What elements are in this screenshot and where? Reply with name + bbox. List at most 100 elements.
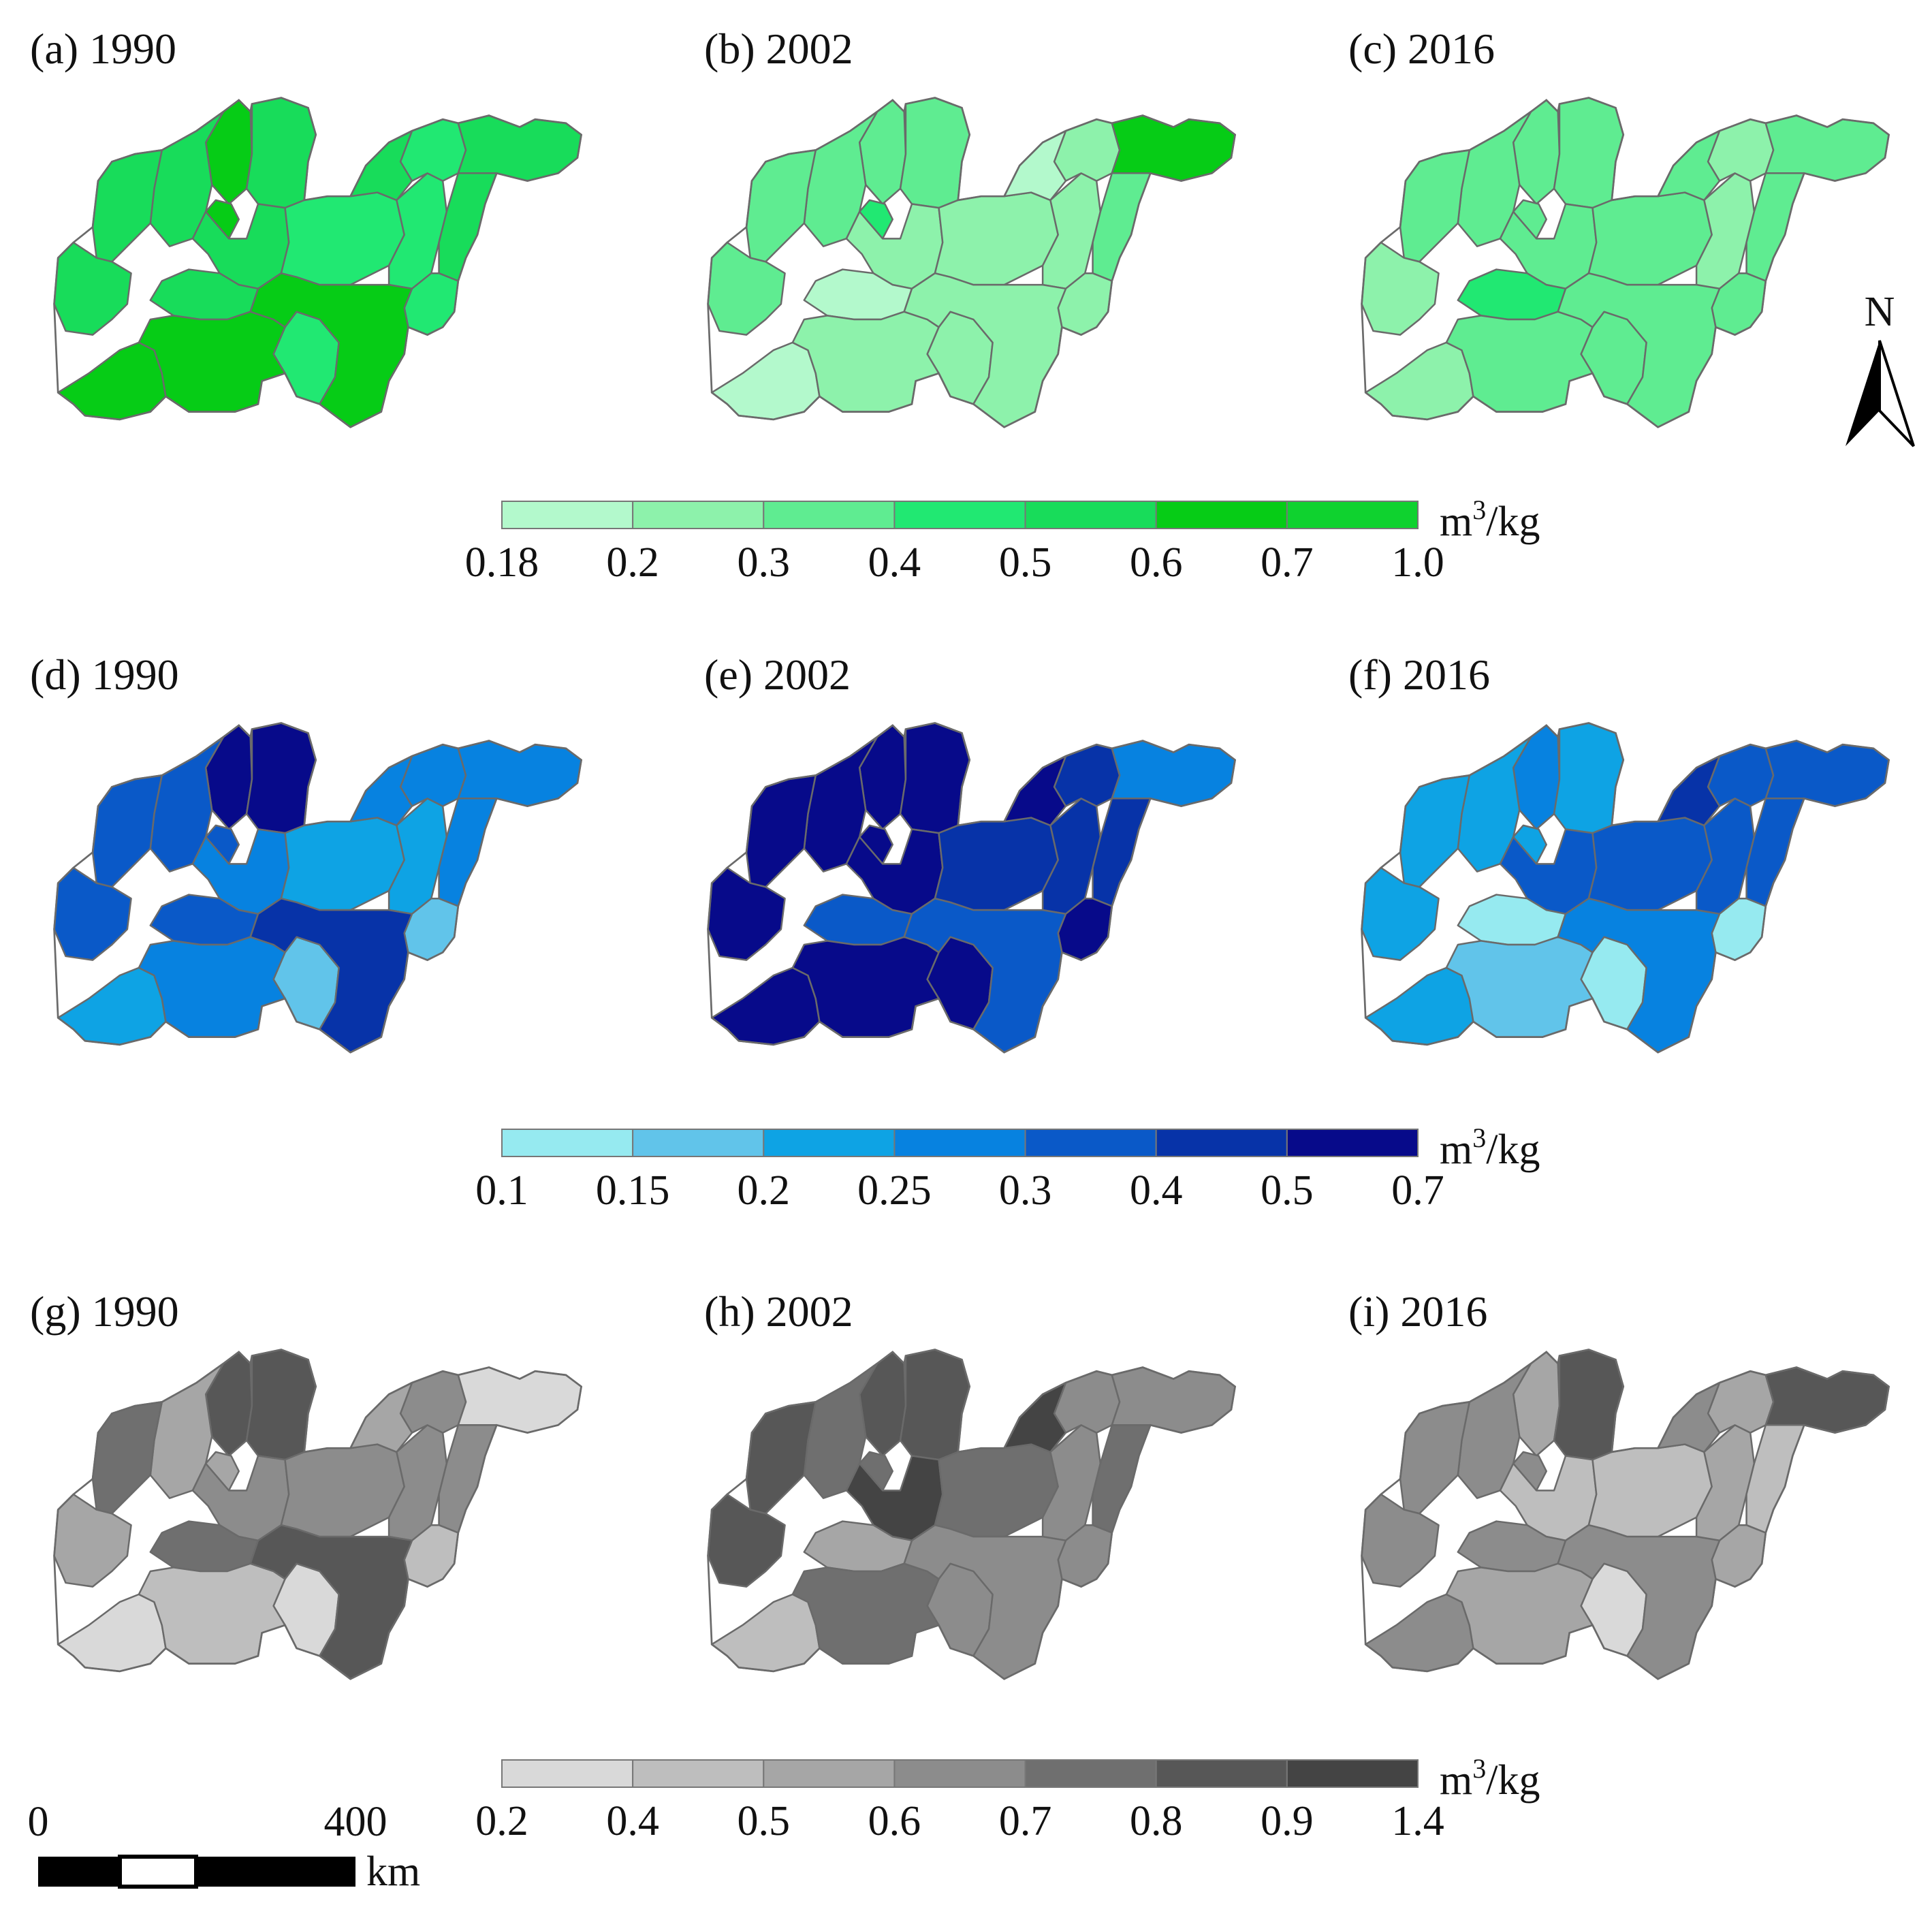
map-e-region-13 bbox=[1092, 798, 1152, 907]
map-b-region-1 bbox=[858, 99, 907, 205]
legend-green-swatch bbox=[632, 501, 765, 529]
legend-green-swatch bbox=[763, 501, 896, 529]
map-h-region-10 bbox=[1053, 1370, 1121, 1434]
map-c-region-11 bbox=[1657, 129, 1721, 202]
legend-blue-swatch bbox=[501, 1129, 634, 1157]
map-i-region-13 bbox=[1745, 1424, 1805, 1534]
map-b-region-5 bbox=[745, 149, 817, 263]
map-f-region-8 bbox=[1587, 817, 1713, 911]
map-i-region-5 bbox=[1399, 1401, 1470, 1515]
map-g-region-6 bbox=[53, 1493, 132, 1588]
legend-gray-swatch bbox=[1155, 1759, 1288, 1788]
map-d-region-5 bbox=[91, 774, 163, 888]
map-h-region-1 bbox=[858, 1351, 907, 1457]
scale-bar-segment-3 bbox=[196, 1857, 355, 1887]
map-e-outline bbox=[707, 722, 1237, 1054]
map-d-outline bbox=[53, 722, 583, 1054]
legend-gray-swatch bbox=[1286, 1759, 1419, 1788]
map-e-region-8 bbox=[934, 817, 1059, 911]
map-e-region-6 bbox=[707, 866, 786, 961]
map-g-region-10 bbox=[399, 1370, 467, 1434]
map-panel-label-f: (f) 2016 bbox=[1348, 650, 1490, 699]
map-f-region-6 bbox=[1361, 866, 1440, 961]
legend-gray: 0.2 0.4 0.5 0.6 0.7 0.8 0.9 1.4m3/kg bbox=[475, 1753, 1540, 1844]
legend-green-tick-label: 0.4 bbox=[868, 539, 921, 586]
legend-blue-swatch bbox=[632, 1129, 765, 1157]
map-i-region-10 bbox=[1707, 1370, 1775, 1434]
map-d-region-1 bbox=[204, 724, 253, 830]
legend-blue-tick-label: 0.5 bbox=[1261, 1167, 1314, 1214]
map-a-region-8 bbox=[280, 191, 405, 286]
map-e-region-1 bbox=[858, 724, 907, 830]
map-g-region-5 bbox=[91, 1401, 163, 1515]
legend-green-swatch bbox=[893, 501, 1026, 529]
map-panel-label-c: (c) 2016 bbox=[1348, 25, 1495, 73]
map-panel-g: (g) 1990 bbox=[30, 1287, 583, 1680]
map-d-region-6 bbox=[53, 866, 132, 961]
legend-blue-tick-label: 0.4 bbox=[1130, 1167, 1183, 1214]
map-c-region-12 bbox=[1764, 114, 1890, 182]
map-d-region-11 bbox=[349, 755, 413, 827]
legend-gray-swatch bbox=[893, 1759, 1026, 1788]
legend-blue-unit: m3/kg bbox=[1440, 1122, 1540, 1173]
map-d-region-17 bbox=[57, 966, 167, 1046]
legend-blue-tick-label: 0.2 bbox=[738, 1167, 791, 1214]
map-panel-h: (h) 2002 bbox=[704, 1287, 1237, 1680]
map-b-region-13 bbox=[1092, 172, 1152, 282]
map-f-region-17 bbox=[1364, 966, 1474, 1046]
scale-bar-start-label: 0 bbox=[28, 1799, 49, 1845]
map-g-region-8 bbox=[280, 1443, 405, 1538]
scale-bar: 0 400 km bbox=[28, 1799, 421, 1895]
legend-green-tick-label: 0.7 bbox=[1261, 539, 1314, 586]
legend-green-tick-label: 0.5 bbox=[999, 539, 1052, 586]
map-h-region-11 bbox=[1003, 1381, 1067, 1453]
legend-green-tick-label: 0.18 bbox=[465, 539, 539, 586]
map-panel-b: (b) 2002 bbox=[704, 25, 1237, 428]
legend-gray-tick-label: 0.7 bbox=[999, 1798, 1052, 1844]
legend-green-swatch bbox=[1286, 501, 1419, 529]
legend-blue-tick-label: 0.25 bbox=[857, 1167, 932, 1214]
map-a-region-17 bbox=[57, 341, 167, 421]
map-e-region-11 bbox=[1003, 755, 1067, 827]
map-g-region-13 bbox=[438, 1424, 498, 1534]
map-f-region-10 bbox=[1707, 743, 1775, 807]
legend-green-tick-label: 0.3 bbox=[738, 539, 791, 586]
legend-gray-swatch bbox=[1024, 1759, 1157, 1788]
map-h-region-13 bbox=[1092, 1424, 1152, 1534]
map-d-region-10 bbox=[399, 743, 467, 807]
map-panel-label-i: (i) 2016 bbox=[1348, 1287, 1487, 1336]
legend-blue-swatch bbox=[763, 1129, 896, 1157]
legend-blue-swatch bbox=[893, 1129, 1026, 1157]
map-b-region-12 bbox=[1111, 114, 1236, 182]
map-b-region-17 bbox=[710, 341, 821, 421]
map-panel-label-h: (h) 2002 bbox=[704, 1287, 853, 1336]
map-c-region-5 bbox=[1399, 149, 1470, 263]
map-panel-i: (i) 2016 bbox=[1348, 1287, 1890, 1680]
map-a bbox=[53, 97, 583, 428]
legend-gray-tick-label: 0.5 bbox=[738, 1798, 791, 1844]
map-a-region-1 bbox=[204, 99, 253, 205]
map-f-outline bbox=[1361, 722, 1890, 1054]
legend-blue-swatch bbox=[1155, 1129, 1288, 1157]
legend-green-swatch bbox=[501, 501, 634, 529]
map-h-region-6 bbox=[707, 1493, 786, 1588]
map-f bbox=[1361, 722, 1890, 1054]
map-g-region-1 bbox=[204, 1351, 253, 1457]
map-i-region-6 bbox=[1361, 1493, 1440, 1588]
map-h-outline bbox=[707, 1349, 1237, 1680]
map-g-region-17 bbox=[57, 1593, 167, 1673]
legend-blue: 0.1 0.15 0.2 0.25 0.3 0.4 0.5 0.7m3/kg bbox=[475, 1122, 1540, 1214]
map-panel-f: (f) 2016 bbox=[1348, 650, 1890, 1054]
map-c-outline bbox=[1361, 97, 1890, 428]
map-b-region-8 bbox=[934, 191, 1059, 286]
map-a-region-13 bbox=[438, 172, 498, 282]
scale-bar-segment-2 bbox=[120, 1861, 196, 1883]
map-e-region-17 bbox=[710, 966, 821, 1046]
map-f-region-12 bbox=[1764, 740, 1890, 807]
legend-green-swatch bbox=[1024, 501, 1157, 529]
map-i-region-11 bbox=[1657, 1381, 1721, 1453]
map-d bbox=[53, 722, 583, 1054]
map-b-outline bbox=[707, 97, 1237, 428]
scale-bar-segment-1 bbox=[38, 1857, 120, 1887]
legend-gray-tick-label: 0.4 bbox=[606, 1798, 659, 1844]
